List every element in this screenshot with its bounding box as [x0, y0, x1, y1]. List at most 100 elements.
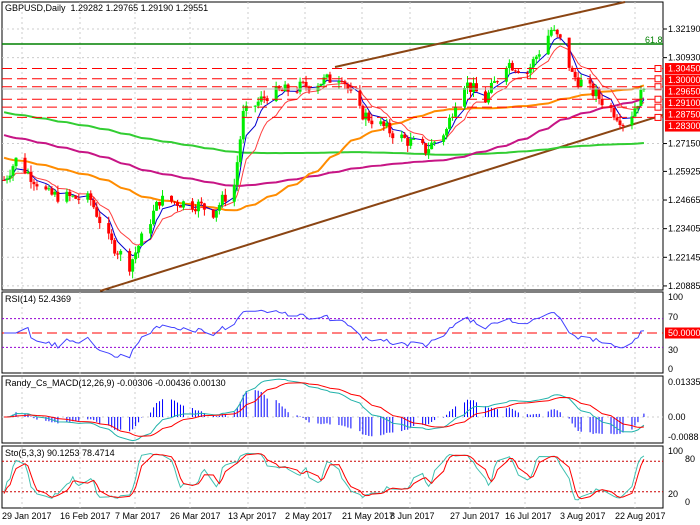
- level-label-bg: [665, 97, 700, 109]
- candle-body: [430, 142, 434, 150]
- rsi-axis-label: 0: [668, 364, 673, 374]
- candle-body: [175, 201, 179, 206]
- candle-body: [286, 84, 290, 92]
- date-axis-label: 16 Feb 2017: [60, 511, 111, 521]
- candle-body: [349, 89, 353, 91]
- sto-main-line: [3, 452, 645, 501]
- candle-body: [492, 81, 496, 83]
- candle-body: [107, 223, 111, 234]
- candle-body: [56, 191, 60, 202]
- ohlc-values: 1.29282 1.29765 1.29190 1.29551: [70, 3, 209, 13]
- candle-body: [403, 134, 407, 138]
- candle-body: [283, 84, 287, 92]
- candle-body: [253, 105, 257, 107]
- macd-axis-label: 0.00: [668, 412, 686, 422]
- candle-body: [639, 89, 643, 106]
- candle-body: [110, 233, 114, 241]
- sto-axis-label: 0: [685, 497, 690, 507]
- candle-body: [406, 137, 410, 146]
- candle-body: [74, 195, 78, 199]
- date-axis-label: 7 Mar 2017: [115, 511, 161, 521]
- candle-body: [367, 112, 371, 121]
- candle-body: [340, 80, 344, 82]
- candle-body: [570, 67, 574, 72]
- candle-body: [89, 193, 93, 200]
- fib-label: 61.8: [645, 35, 663, 45]
- candle-body: [14, 157, 18, 167]
- candle-body: [256, 101, 260, 106]
- candle-body: [448, 117, 452, 129]
- candle-body: [44, 186, 48, 190]
- candle-body: [304, 81, 308, 87]
- price-axis-label: 1.27150: [668, 139, 700, 149]
- candle-body: [513, 70, 517, 72]
- candle-body: [262, 96, 266, 99]
- candle-body: [537, 54, 541, 57]
- candle-body: [486, 92, 490, 103]
- chart-header: GBPUSD,Daily 1.29282 1.29765 1.29190 1.2…: [5, 3, 208, 13]
- level-handle: [654, 65, 662, 73]
- candle-body: [119, 250, 123, 255]
- candle-body: [35, 184, 39, 187]
- sto-axis-label: 80: [685, 454, 695, 464]
- candle-body: [23, 157, 27, 174]
- candle-body: [217, 205, 221, 211]
- ma-100-line: [3, 97, 645, 187]
- candle-body: [579, 79, 583, 87]
- date-axis-label: 21 May 2017: [342, 511, 394, 521]
- candle-body: [68, 191, 72, 197]
- candle-body: [391, 133, 395, 139]
- candle-body: [95, 207, 99, 217]
- candle-body: [382, 121, 386, 127]
- candle-body: [2, 179, 6, 181]
- date-axis-label: 22 Aug 2017: [615, 511, 666, 521]
- candle-body: [442, 135, 446, 142]
- rsi-title: RSI(14) 52.4369: [5, 294, 72, 304]
- candle-body: [471, 83, 475, 92]
- price-axis-label: 1.20885: [668, 281, 700, 291]
- level-handle: [654, 103, 662, 111]
- sto-axis-label: 20: [668, 489, 678, 499]
- candle-body: [8, 175, 12, 179]
- candle-body: [573, 71, 577, 78]
- candle-body: [495, 81, 499, 83]
- candle-body: [301, 81, 305, 83]
- candle-body: [531, 59, 535, 68]
- candle-body: [140, 233, 144, 246]
- candle-body: [128, 250, 132, 272]
- candle-body: [361, 105, 365, 120]
- candle-body: [358, 90, 362, 106]
- ma-200-line: [3, 111, 645, 156]
- candle-body: [65, 191, 69, 202]
- candle-body: [400, 134, 404, 139]
- date-axis-label: 13 Apr 2017: [228, 511, 277, 521]
- candle-body: [149, 224, 153, 234]
- candle-body: [474, 83, 478, 92]
- candle-body: [618, 120, 622, 126]
- candle-body: [466, 82, 470, 89]
- sto-signal-line: [3, 453, 645, 500]
- rsi-axis-label: 100: [668, 292, 683, 302]
- candle-body: [343, 81, 347, 85]
- candle-body: [295, 91, 299, 93]
- candle-body: [325, 74, 329, 78]
- candle-body: [528, 67, 532, 74]
- level-handle: [654, 113, 662, 121]
- level-label: 1.28300: [668, 121, 700, 131]
- candle-body: [277, 86, 281, 90]
- candle-body: [388, 122, 392, 134]
- candle-body: [50, 188, 54, 195]
- level-label: 1.30450: [668, 64, 700, 74]
- level-label-bg: [665, 74, 700, 86]
- candle-body: [469, 82, 472, 92]
- candle-body: [152, 210, 156, 225]
- date-axis-label: 8 Jun 2017: [390, 511, 435, 521]
- macd-title: Randy_Cs_MACD(12,26,9) -0.00306 -0.00436…: [5, 378, 226, 388]
- candle-body: [427, 149, 431, 154]
- date-axis-label: 27 Jun 2017: [450, 511, 500, 521]
- candle-body: [5, 178, 9, 181]
- candle-body: [385, 122, 389, 127]
- candle-body: [612, 107, 616, 118]
